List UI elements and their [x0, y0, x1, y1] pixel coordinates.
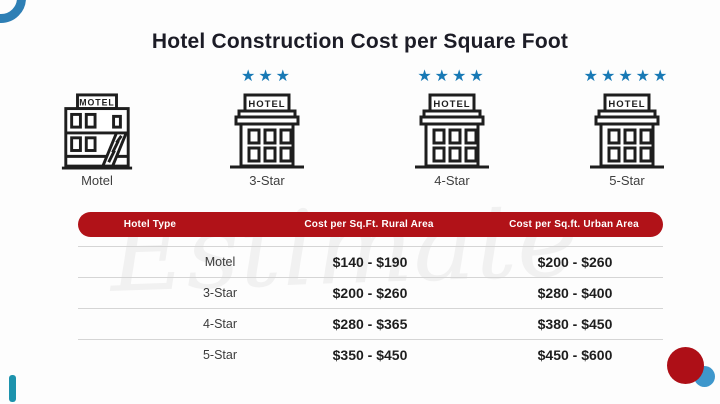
- hotel-type-cell: Motel: [204, 255, 236, 269]
- column-header-rural-cost: Cost per Sq.Ft. Rural Area: [304, 219, 434, 230]
- urban-cost-cell: $200 - $260: [537, 254, 613, 270]
- rural-cost-cell: $200 - $260: [332, 285, 408, 301]
- table-body: Motel $140 - $190 $200 - $260 3-Star $20…: [78, 246, 663, 371]
- urban-cost-cell: $450 - $600: [537, 347, 613, 363]
- svg-text:HOTEL: HOTEL: [608, 99, 645, 110]
- hotel-column-4-star: ★★★★ HOTEL 4-Star: [367, 66, 537, 188]
- rural-cost-cell: $140 - $190: [332, 254, 408, 270]
- hotel-column-3-star: ★★★ HOTEL 3-Star: [182, 66, 352, 188]
- column-header-urban-cost: Cost per Sq.ft. Urban Area: [509, 219, 639, 230]
- hotel-column-label: 4-Star: [434, 173, 470, 188]
- hotel-type-cell: 3-Star: [202, 286, 238, 300]
- hotel-column-motel: MOTEL Motel: [12, 66, 182, 188]
- svg-text:HOTEL: HOTEL: [433, 99, 470, 110]
- ring-decoration-icon: [0, 0, 26, 23]
- hotel-column-label: 5-Star: [609, 173, 645, 188]
- hotel-type-cell: 5-Star: [202, 348, 238, 362]
- teal-bar-decoration: [9, 375, 16, 402]
- hotel-building-icon: HOTEL: [182, 90, 352, 170]
- page-title: Hotel Construction Cost per Square Foot: [151, 30, 569, 53]
- svg-text:MOTEL: MOTEL: [79, 98, 115, 108]
- table-row: 4-Star $280 - $365 $380 - $450: [78, 309, 663, 340]
- urban-cost-cell: $280 - $400: [537, 285, 613, 301]
- star-rating: ★★★: [240, 68, 294, 85]
- star-rating: ★★★★★: [583, 68, 671, 85]
- star-rating: [12, 66, 182, 90]
- star-rating: ★★★★: [417, 68, 487, 85]
- motel-building-icon: MOTEL: [12, 90, 182, 170]
- rural-cost-cell: $350 - $450: [332, 347, 408, 363]
- hotel-type-cell: 4-Star: [202, 317, 238, 331]
- table-row: 3-Star $200 - $260 $280 - $400: [78, 278, 663, 309]
- hotel-building-icon: HOTEL: [542, 90, 712, 170]
- hotel-column-label: 3-Star: [249, 173, 285, 188]
- rural-cost-cell: $280 - $365: [332, 316, 408, 332]
- red-circle-decoration: [667, 347, 704, 384]
- hotel-column-5-star: ★★★★★ HOTEL 5-Star: [542, 66, 712, 188]
- hotel-column-label: Motel: [81, 173, 113, 188]
- column-header-hotel-type: Hotel Type: [123, 219, 177, 230]
- table-row: Motel $140 - $190 $200 - $260: [78, 247, 663, 278]
- table-row: 5-Star $350 - $450 $450 - $600: [78, 340, 663, 371]
- table-header-bar: Hotel Type Cost per Sq.Ft. Rural Area Co…: [78, 212, 663, 237]
- svg-text:HOTEL: HOTEL: [248, 99, 285, 110]
- hotel-building-icon: HOTEL: [367, 90, 537, 170]
- urban-cost-cell: $380 - $450: [537, 316, 613, 332]
